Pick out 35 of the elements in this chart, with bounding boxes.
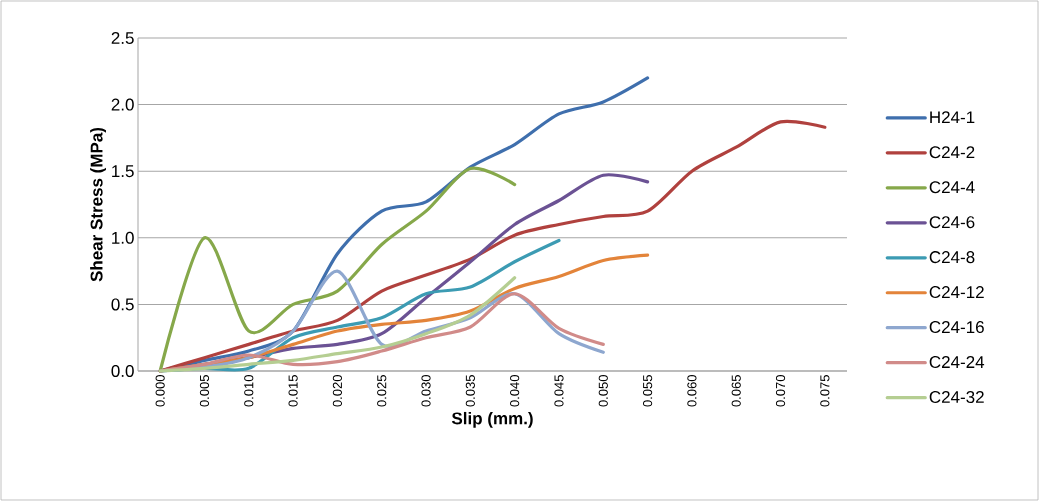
x-tick-label: 0.050 (598, 375, 608, 407)
x-tick-label: 0.060 (687, 375, 697, 407)
legend-label: C24-12 (929, 286, 984, 299)
x-tick-label: 0.055 (642, 375, 653, 407)
x-axis-title: Slip (mm.) (451, 411, 533, 428)
y-tick-label: 1.5 (112, 165, 134, 178)
legend-label: C24-16 (929, 321, 984, 334)
x-tick-label: 0.035 (465, 375, 475, 407)
legend-label: C24-6 (929, 216, 975, 229)
y-tick-label: 2.5 (111, 31, 134, 45)
x-tick-label: 0.020 (332, 375, 343, 407)
x-tick-label: 0.015 (288, 375, 298, 407)
legend-label: C24-4 (929, 181, 975, 194)
legend-label: H24-1 (930, 111, 975, 124)
x-tick-label: 0.005 (199, 375, 210, 407)
x-tick-label: 0.030 (421, 375, 431, 407)
line-series (158, 166, 517, 373)
legend-label: C24-2 (929, 146, 975, 159)
x-tick-label: 0.070 (775, 375, 786, 407)
legend-label: C24-8 (929, 251, 975, 264)
x-tick-label: 0.075 (820, 375, 830, 407)
y-tick-label: 0.5 (111, 298, 134, 311)
legend-label: C24-32 (929, 390, 984, 404)
x-tick-label: 0.065 (731, 375, 741, 407)
x-tick-label: 0.040 (510, 375, 520, 407)
legend-label: C24-24 (929, 356, 985, 369)
x-tick-label: 0.010 (244, 375, 254, 407)
y-tick-label: 0.0 (111, 364, 134, 378)
line-series (158, 276, 517, 373)
y-tick-label: 2.0 (111, 98, 134, 111)
x-tick-label: 0.045 (554, 375, 564, 407)
y-tick-label: 1.0 (112, 231, 134, 244)
x-tick-label: 0.000 (155, 375, 165, 407)
y-axis-title: Shear Stress (MPa) (90, 127, 106, 282)
x-tick-label: 0.025 (377, 375, 387, 407)
